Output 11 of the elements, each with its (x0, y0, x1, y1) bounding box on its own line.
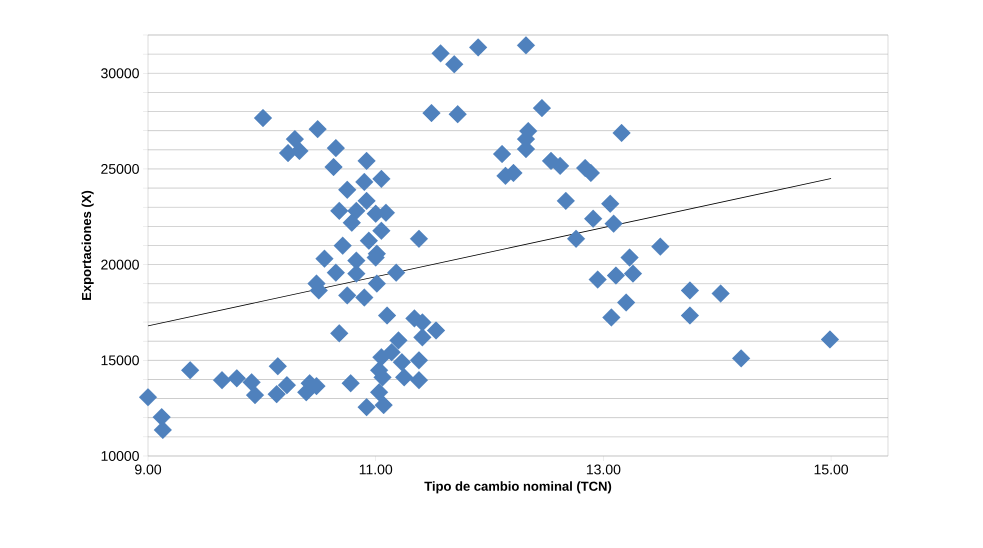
x-tick-label: 15.00 (814, 464, 848, 474)
y-tick-label: 20000 (101, 260, 139, 270)
y-tick-label: 15000 (102, 355, 139, 366)
y-tick-label: 10000 (102, 451, 139, 461)
x-tick-label: 9.00 (135, 464, 162, 474)
x-tick-label: 11.00 (360, 464, 392, 474)
y-tick-label: 30000 (101, 68, 139, 78)
x-tick-label: 13.00 (586, 464, 620, 474)
y-tick-label: 25000 (101, 164, 139, 174)
x-axis-title: Tipo de cambio nominal (TCN) (424, 481, 612, 494)
y-axis-title: Exportaciones (X) (82, 190, 94, 300)
